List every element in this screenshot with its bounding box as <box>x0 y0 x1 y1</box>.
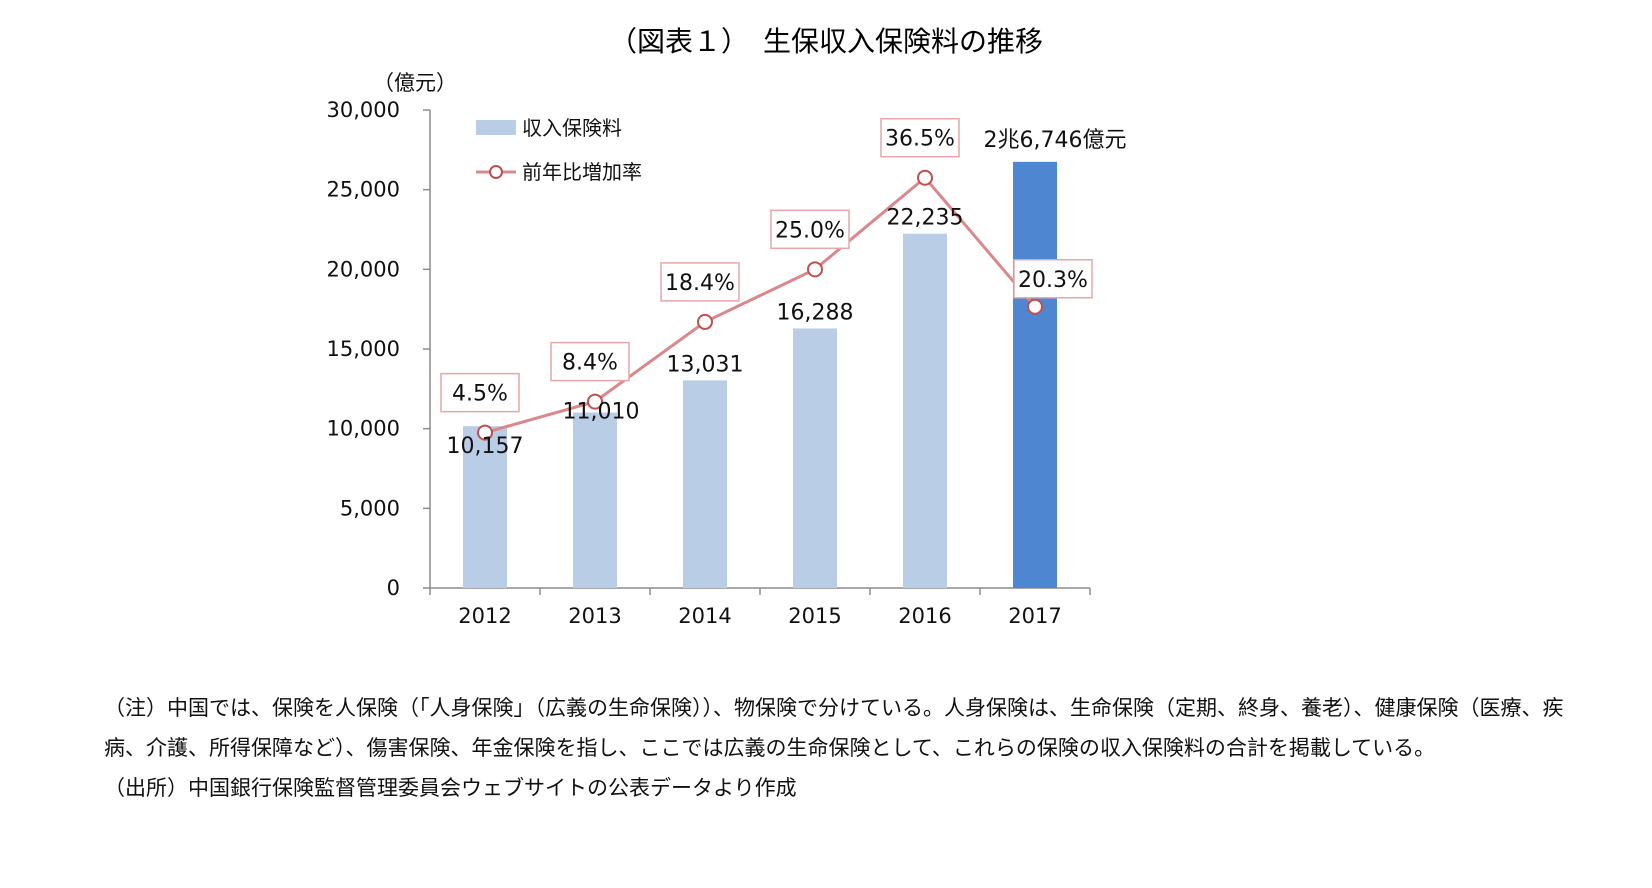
notes: （注）中国では、保険を人保険（「人身保険」（広義の生命保険））、物保険で分けてい… <box>104 688 1604 808</box>
y-tick-label: 5,000 <box>340 496 400 520</box>
legend-bar-swatch <box>476 120 516 135</box>
line-point <box>587 393 603 410</box>
bar-value-label: 16,288 <box>777 300 854 325</box>
rate-label: 8.4% <box>562 351 618 376</box>
rate-label-box <box>660 262 740 302</box>
line-point <box>477 424 493 441</box>
y-unit-label: （億元） <box>373 71 457 95</box>
y-tick-label: 10,000 <box>327 417 400 441</box>
line-point <box>1027 298 1043 315</box>
bar-value-label: 11,010 <box>563 400 640 425</box>
legend-bar-label: 収入保険料 <box>522 116 622 140</box>
x-tick-label: 2013 <box>568 604 621 628</box>
rate-label-box <box>550 341 630 382</box>
x-tick-label: 2012 <box>458 604 511 628</box>
rate-label: 20.3% <box>1018 268 1088 293</box>
bar <box>683 380 727 588</box>
y-tick-label: 15,000 <box>327 337 400 361</box>
rate-label: 18.4% <box>665 271 735 296</box>
rate-label-box <box>880 117 960 158</box>
rate-label-box <box>440 372 520 413</box>
bar <box>903 233 947 588</box>
bar-series <box>463 161 1057 589</box>
chart: 0 5,000 10,000 15,000 20,000 25,000 30,000 （億元）… <box>327 71 1127 628</box>
bar-value-label: 10,157 <box>447 434 524 459</box>
bar <box>1013 161 1057 589</box>
line-point <box>697 313 713 330</box>
bar-value-label: 2兆6,746億元 <box>984 128 1127 153</box>
y-tick-label: 0 <box>387 576 400 600</box>
line-series <box>477 169 1043 441</box>
legend-line-marker <box>489 165 503 179</box>
rate-label: 36.5% <box>885 127 955 152</box>
bar-value-label: 13,031 <box>667 352 744 377</box>
x-tick-label: 2017 <box>1008 604 1061 628</box>
bar-value-label: 22,235 <box>887 206 964 231</box>
rate-label-box <box>770 209 850 250</box>
data-labels: 10,157 11,010 13,031 16,288 22,235 2兆6,746億元 4… <box>440 117 1127 459</box>
bar <box>793 328 837 588</box>
rate-label-box <box>1013 259 1093 299</box>
y-tick-label: 25,000 <box>327 178 400 202</box>
rate-label: 4.5% <box>452 382 508 407</box>
x-tick-label: 2014 <box>678 604 731 628</box>
legend-line-label: 前年比増加率 <box>522 160 642 184</box>
bar <box>463 426 507 588</box>
bar <box>573 412 617 588</box>
line-point <box>807 261 823 278</box>
line-path <box>484 175 1037 435</box>
axes: 0 5,000 10,000 15,000 20,000 25,000 30,000 （億元）… <box>327 71 1091 628</box>
source-text: （出所）中国銀行保険監督管理委員会ウェブサイトの公表データより作成 <box>104 776 797 800</box>
note-text: （注）中国では、保険を人保険（「人身保険」（広義の生命保険））、物保険で分けてい… <box>104 696 1564 760</box>
y-tick-label: 20,000 <box>327 257 400 281</box>
x-tick-label: 2016 <box>898 604 951 628</box>
line-point <box>917 169 933 186</box>
x-tick-label: 2015 <box>788 604 841 628</box>
rate-label: 25.0% <box>775 218 845 243</box>
chart-title: （図表１） 生保収入保険料の推移 <box>608 25 1043 58</box>
y-tick-label: 30,000 <box>327 98 400 122</box>
